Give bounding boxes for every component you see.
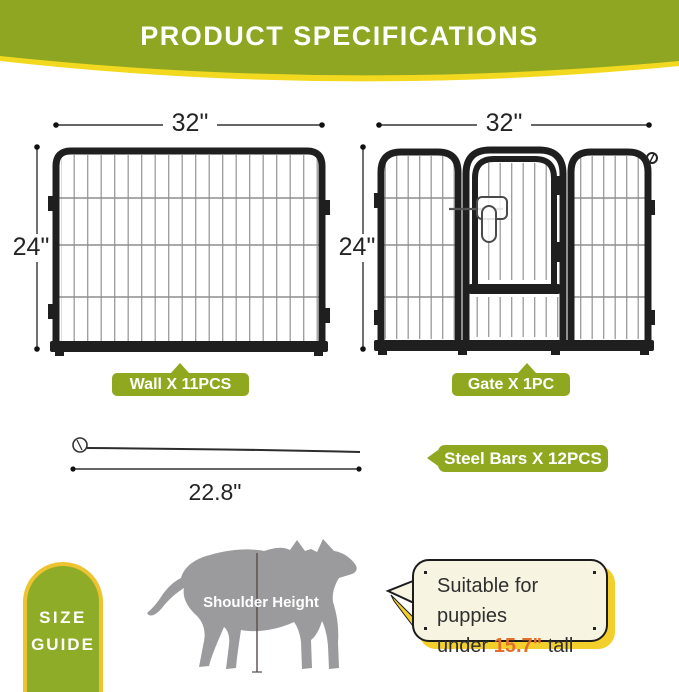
wall-tag-label: Wall X 11PCS — [129, 375, 232, 393]
header-curve-graphic — [0, 0, 679, 82]
wall-height-dimension: 24" — [12, 233, 50, 261]
gate-tag: Gate X 1PC — [452, 363, 570, 396]
tag-left-arrow-icon — [427, 450, 438, 466]
note-highlight: 15.7" — [493, 635, 543, 657]
wall-panel-drawing — [48, 147, 330, 356]
note-suffix: tall — [542, 635, 574, 657]
steel-bar-drawing — [70, 437, 362, 472]
size-guide-line1: SIZE — [39, 608, 87, 627]
gate-hook-icon — [646, 152, 658, 164]
page-title: PRODUCT SPECIFICATIONS — [140, 21, 539, 51]
gate-panel-drawing — [374, 146, 658, 355]
gate-tag-label: Gate X 1PC — [467, 375, 555, 393]
note-prefix: under — [437, 635, 494, 657]
tag-up-arrow-icon — [518, 363, 536, 373]
wall-tag: Wall X 11PCS — [112, 363, 249, 396]
steel-bar-length-dimension: 22.8" — [188, 479, 242, 505]
note-line2: under 15.7" tall — [437, 631, 606, 661]
corner-dot — [593, 571, 596, 574]
corner-dot — [593, 627, 596, 630]
gate-height-dimension: 24" — [338, 233, 376, 261]
corner-dot — [424, 571, 427, 574]
shoulder-height-label: Shoulder Height — [203, 594, 319, 611]
size-guide-badge: SIZE GUIDE — [23, 562, 103, 692]
tag-up-arrow-icon — [171, 363, 189, 373]
wall-width-dimension: 32" — [171, 109, 209, 137]
header-green-curve — [0, 0, 679, 76]
note-bubble: Suitable for puppies under 15.7" tall — [412, 559, 608, 657]
dog-silhouette — [147, 539, 357, 673]
note-line1: Suitable for puppies — [437, 575, 539, 627]
gate-width-dimension: 32" — [485, 109, 523, 137]
gate-latch-icon — [449, 196, 508, 243]
size-guide-line2: GUIDE — [31, 635, 95, 654]
steel-bars-tag-label: Steel Bars X 12PCS — [444, 448, 602, 468]
gate-hinge-bottom — [556, 242, 565, 262]
corner-dot — [424, 627, 427, 630]
gate-dimension-lines — [360, 122, 652, 352]
steel-bars-tag: Steel Bars X 12PCS — [427, 445, 608, 472]
wall-dimension-lines — [34, 122, 325, 352]
gate-hinge-top — [556, 176, 565, 195]
header-banner — [0, 0, 679, 100]
